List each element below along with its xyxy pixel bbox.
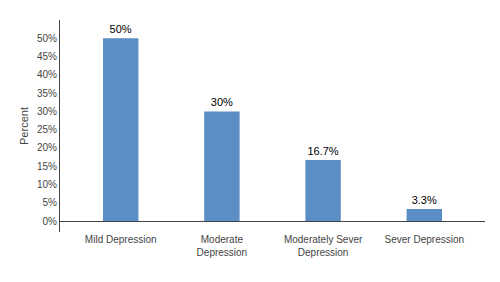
- svg-text:15%: 15%: [37, 161, 57, 172]
- svg-text:3.3%: 3.3%: [412, 194, 437, 206]
- svg-text:50%: 50%: [110, 23, 132, 35]
- svg-text:20%: 20%: [37, 142, 57, 153]
- svg-text:Moderately SeverDepression: Moderately SeverDepression: [284, 234, 363, 258]
- svg-text:25%: 25%: [37, 124, 57, 135]
- svg-text:Percent: Percent: [18, 107, 30, 145]
- svg-text:5%: 5%: [43, 197, 58, 208]
- svg-text:ModerateDepression: ModerateDepression: [197, 234, 248, 258]
- svg-text:16.7%: 16.7%: [307, 145, 338, 157]
- svg-text:Sever Depression: Sever Depression: [385, 234, 464, 245]
- svg-text:30%: 30%: [37, 106, 57, 117]
- svg-text:50%: 50%: [37, 33, 57, 44]
- svg-text:30%: 30%: [211, 96, 233, 108]
- svg-text:0%: 0%: [43, 216, 58, 227]
- svg-text:45%: 45%: [37, 51, 57, 62]
- svg-text:Mild Depression: Mild Depression: [85, 234, 157, 245]
- svg-text:35%: 35%: [37, 88, 57, 99]
- svg-text:10%: 10%: [37, 179, 57, 190]
- svg-text:40%: 40%: [37, 69, 57, 80]
